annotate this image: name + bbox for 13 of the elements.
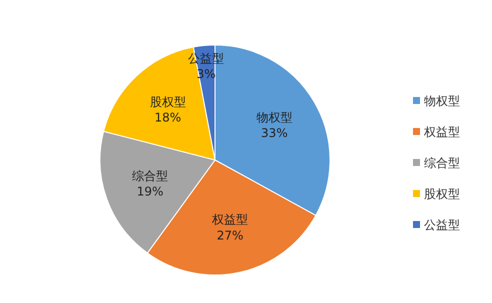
legend-label: 物权型 bbox=[424, 94, 460, 108]
data-label: 27% bbox=[216, 228, 244, 242]
slice-label: 权益型 bbox=[211, 212, 248, 227]
legend-label: 公益型 bbox=[424, 218, 460, 232]
legend-label: 股权型 bbox=[424, 187, 460, 201]
legend-label: 综合型 bbox=[424, 156, 460, 170]
legend-label: 权益型 bbox=[423, 125, 460, 139]
data-label: 19% bbox=[136, 184, 164, 198]
slice-label: 股权型 bbox=[150, 95, 186, 110]
data-label: 18% bbox=[154, 110, 182, 125]
data-label: 33% bbox=[261, 126, 288, 140]
slice-label: 综合型 bbox=[132, 168, 168, 183]
slice-label: 物权型 bbox=[256, 110, 292, 124]
